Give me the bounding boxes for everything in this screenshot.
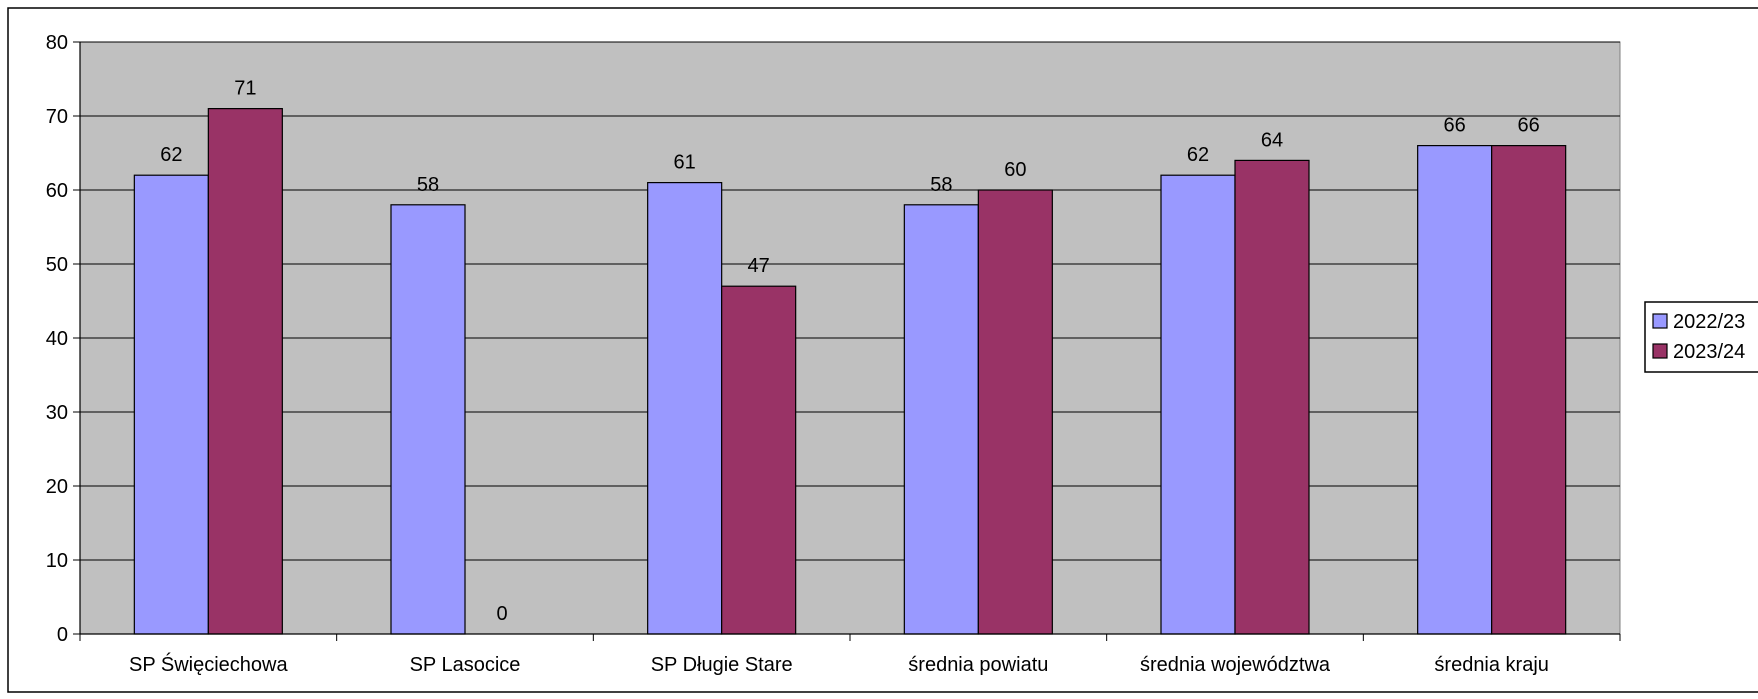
y-tick-label: 20: [46, 476, 68, 498]
data-label: 58: [930, 174, 952, 196]
legend-label: 2023/24: [1673, 341, 1745, 363]
category-label: średnia powiatu: [908, 654, 1048, 676]
bar: [721, 285, 797, 635]
legend-label: 2022/23: [1673, 311, 1745, 333]
bar: [1234, 159, 1310, 635]
bar: [390, 204, 466, 635]
category-label: SP Długie Stare: [651, 654, 793, 676]
data-label: 62: [1187, 144, 1209, 166]
y-tick-label: 30: [46, 402, 68, 424]
bar: [207, 107, 283, 635]
bar: [647, 182, 723, 635]
y-tick-label: 50: [46, 254, 68, 276]
data-label: 66: [1518, 115, 1540, 137]
y-tick-label: 60: [46, 180, 68, 202]
data-label: 62: [160, 144, 182, 166]
category-label: średnia województwa: [1140, 654, 1331, 676]
legend-swatch: [1652, 343, 1668, 359]
data-label: 64: [1261, 129, 1283, 151]
y-tick-label: 70: [46, 106, 68, 128]
data-label: 0: [496, 603, 507, 625]
gridlines: [80, 41, 1620, 635]
bar: [903, 204, 979, 635]
y-tick-label: 10: [46, 550, 68, 572]
x-axis-labels: SP Święciechowa SP Lasocice SP Długie Star…: [129, 652, 1549, 676]
bars: [133, 107, 1567, 635]
data-label: 58: [417, 174, 439, 196]
bar: [1160, 174, 1236, 635]
y-tick-label: 80: [46, 32, 68, 54]
bar: [1417, 145, 1493, 635]
legend-swatch: [1652, 313, 1668, 329]
category-label: SP Lasocice: [410, 654, 521, 676]
y-tick-label: 40: [46, 328, 68, 350]
y-tick-label: 0: [57, 624, 68, 646]
bar: [977, 189, 1053, 635]
category-label: średnia kraju: [1434, 654, 1549, 676]
data-labels: 62 71 58 0 61 47 58 60 62 64 66 66: [160, 78, 1540, 625]
category-label: SP Święciechowa: [129, 652, 288, 676]
data-label: 61: [674, 152, 696, 174]
data-label: 47: [748, 255, 770, 277]
bar: [133, 174, 209, 635]
data-label: 60: [1004, 159, 1026, 181]
data-label: 66: [1444, 115, 1466, 137]
y-axis-ticks: 0 10 20 30 40 50 60 70 80: [46, 32, 80, 646]
legend: 2022/23 2023/24: [1644, 301, 1758, 373]
data-label: 71: [234, 78, 256, 100]
bar: [1491, 145, 1567, 635]
